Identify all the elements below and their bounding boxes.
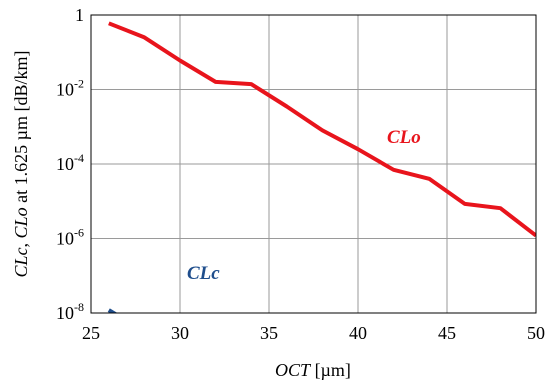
series-group [107,21,536,313]
plot-frame [90,14,537,314]
y-tick-label: 10-2 [56,77,84,100]
grid [91,15,536,313]
y-tick-label: 1 [75,5,84,25]
y-tick-label: 10-4 [56,151,84,174]
x-tick-labels: 25 30 35 40 45 50 [82,323,545,343]
y-tick-label: 10-6 [56,226,84,249]
x-tick-label: 30 [171,323,189,343]
x-tick-label: 40 [349,323,367,343]
y-axis-title: CLc, CLo at 1.625 µm [dB/km] [11,51,31,278]
y-tick-label: 10-8 [56,300,84,323]
y-tick-labels: 1 10-2 10-4 10-6 10-8 [56,5,84,323]
series-label-clc: CLc [187,263,220,284]
x-tick-label: 45 [438,323,456,343]
series-line-clo [108,21,536,238]
x-tick-label: 25 [82,323,100,343]
x-tick-label: 35 [260,323,278,343]
series-label-clo: CLo [387,127,421,148]
x-axis-title: OCT [µm] [275,360,351,380]
x-tick-label: 50 [527,323,545,343]
